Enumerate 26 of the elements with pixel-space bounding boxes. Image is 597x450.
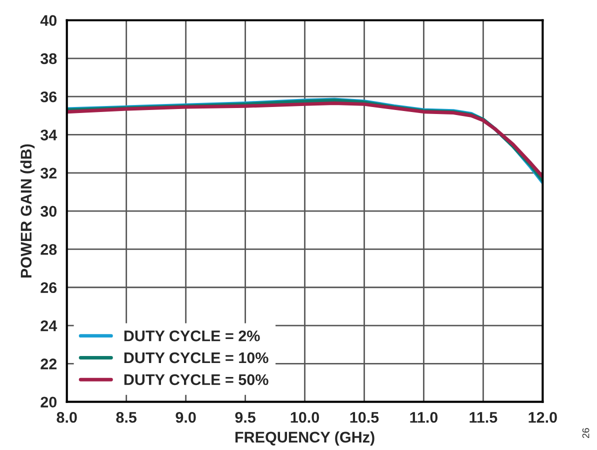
y-tick-label: 34 bbox=[40, 130, 58, 140]
x-tick-label: 10.0 bbox=[290, 412, 320, 423]
x-tick-label: 9.0 bbox=[176, 412, 196, 423]
y-tick-label: 40 bbox=[40, 15, 57, 26]
text: 26 bbox=[582, 428, 590, 438]
legend-label: DUTY CYCLE = 2% bbox=[124, 330, 260, 342]
x-tick-label: 8.5 bbox=[116, 412, 137, 423]
y-tick-label: 20 bbox=[40, 396, 57, 408]
x-tick-label: 9.5 bbox=[235, 412, 256, 423]
y-tick-label: 24 bbox=[40, 320, 58, 332]
y-tick-label: 26 bbox=[40, 282, 57, 294]
y-axis-title: POWER GAIN (dB) bbox=[20, 144, 35, 278]
y-tick-label: 28 bbox=[40, 244, 57, 255]
y-tick-label: 32 bbox=[40, 168, 57, 179]
x-tick-label: 8.0 bbox=[56, 412, 77, 423]
y-tick-label: 22 bbox=[40, 358, 57, 370]
y-tick-label: 30 bbox=[40, 206, 57, 217]
legend-label: DUTY CYCLE = 50% bbox=[124, 374, 268, 386]
y-tick-label: 36 bbox=[40, 91, 57, 102]
legend-label: DUTY CYCLE = 10% bbox=[124, 352, 268, 364]
y-tick-label: 38 bbox=[40, 53, 57, 64]
x-axis-title: FREQUENCY (GHz) bbox=[235, 431, 374, 446]
x-tick-label: 12.0 bbox=[528, 412, 557, 423]
x-tick-label: 11.0 bbox=[410, 412, 438, 423]
x-tick-label: 11.5 bbox=[470, 412, 498, 423]
x-tick-label: 10.5 bbox=[350, 412, 379, 423]
